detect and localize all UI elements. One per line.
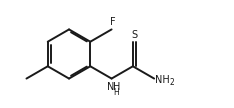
Text: H: H <box>113 88 119 97</box>
Text: S: S <box>132 30 138 40</box>
Text: NH: NH <box>155 75 170 85</box>
Text: F: F <box>110 17 115 27</box>
Text: 2: 2 <box>170 78 175 87</box>
Text: N: N <box>107 82 114 92</box>
Text: H: H <box>113 82 121 92</box>
